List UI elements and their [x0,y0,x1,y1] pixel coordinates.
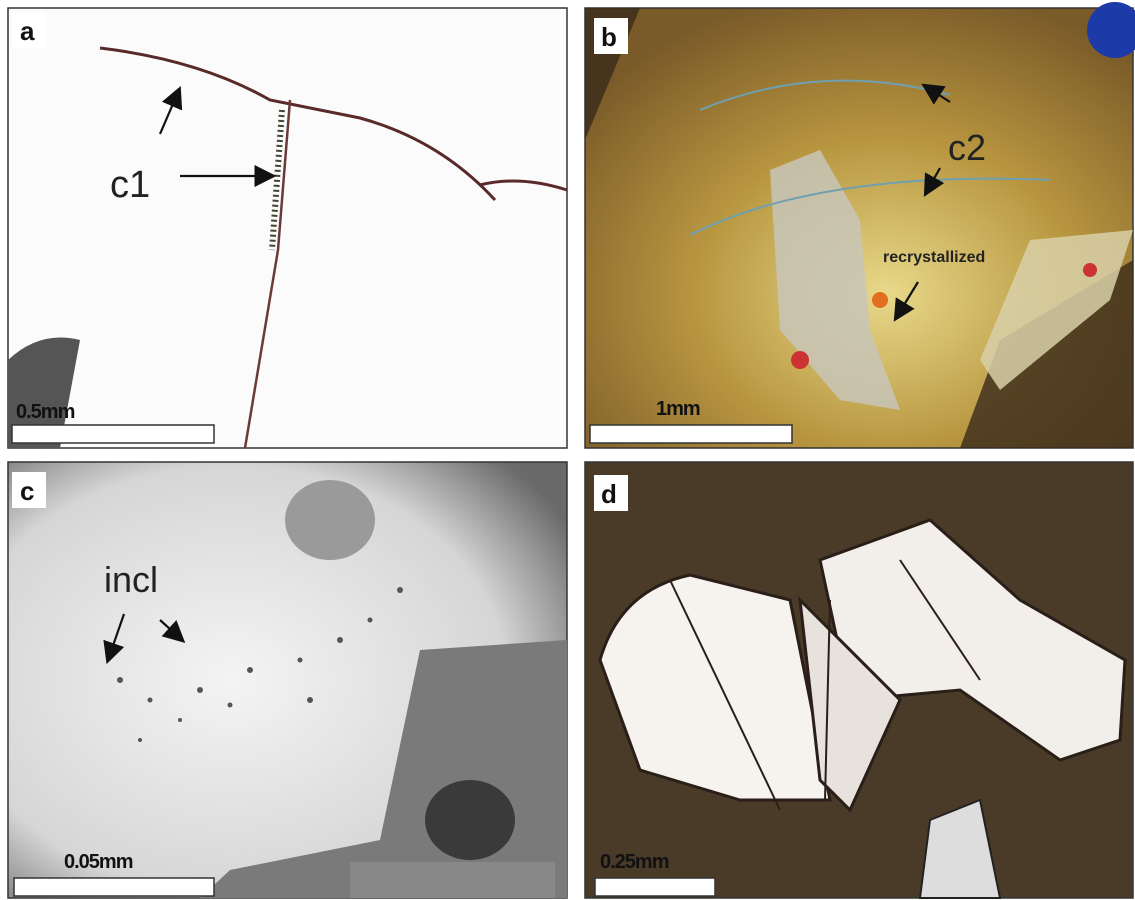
scale-bar [12,425,214,443]
scale-text: 0.05mm [64,851,133,873]
figure: a c1 0.5mm b c2 recrystallized 1mm [0,0,1135,900]
scale-bar [595,878,715,896]
scale-bar [590,425,792,443]
panel-b: b c2 recrystallized 1mm [585,2,1135,448]
panel-a: a c1 0.5mm [8,8,567,448]
annotation: c1 [110,164,150,206]
scale-bar [14,878,214,896]
annotation: incl [104,559,158,600]
panel-label: b [601,22,617,52]
panel-label: d [601,479,617,509]
scale-text: 1mm [656,398,700,420]
panel-label: a [20,16,35,46]
scale-text: 0.5mm [16,401,75,423]
panel-d: d 0.25mm [585,462,1133,898]
annotation: c2 [948,127,986,168]
panel-c: c incl 0.05mm [8,462,567,898]
annotation: recrystallized [883,249,985,266]
panel-label: c [20,476,34,506]
scale-text: 0.25mm [600,851,669,873]
